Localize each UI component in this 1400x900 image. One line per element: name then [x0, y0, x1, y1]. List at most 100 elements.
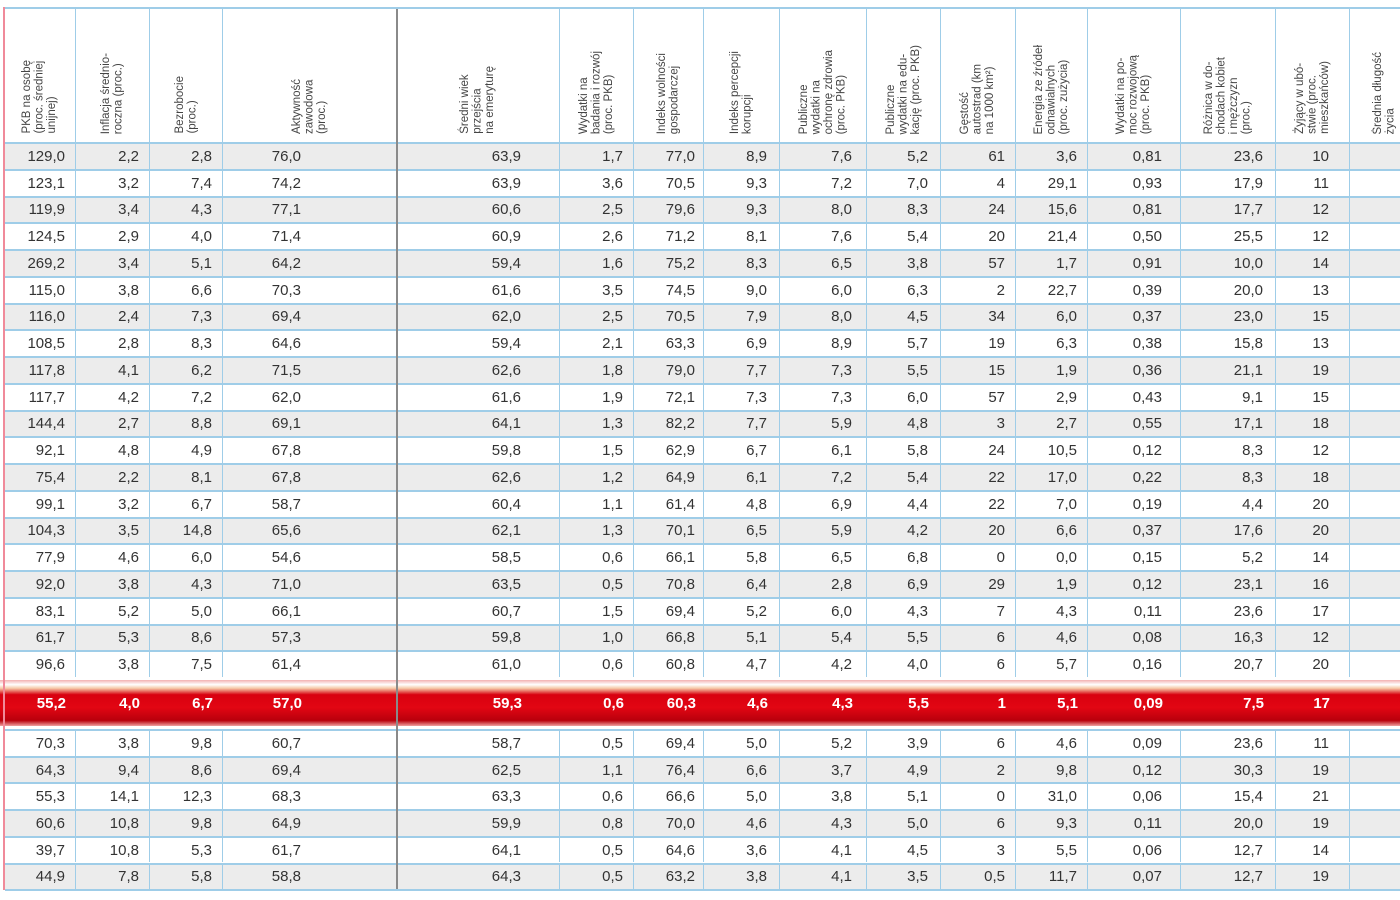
cell-economic-freedom: 70,0	[634, 811, 704, 836]
cell-labour-activity: 54,6	[223, 545, 397, 570]
cell-retirement-age: 64,1	[397, 837, 560, 863]
cell-development-aid: 0,81	[1088, 197, 1181, 223]
cell-motorway-density: 4	[941, 170, 1016, 196]
cell-corruption-index: 3,8	[704, 864, 780, 890]
cell-economic-freedom: 70,8	[634, 572, 704, 597]
cell-development-aid: 0,12	[1088, 757, 1181, 783]
header-label: Wydatki na po- moc rozwojową (proc. PKB)	[1115, 54, 1153, 134]
cell-poverty: 18	[1276, 411, 1350, 437]
cell-labour-activity: 71,4	[223, 224, 397, 249]
cell-motorway-density: 3	[941, 411, 1016, 437]
cell-retirement-age: 61,6	[397, 384, 560, 410]
cell-economic-freedom: 75,2	[634, 251, 704, 276]
cell-unemployment: 5,0	[150, 598, 223, 624]
cell-life-expectancy: 8	[1350, 144, 1400, 169]
cell-inflation: 10,8	[76, 837, 150, 863]
cell-education-spending: 5,5	[867, 358, 941, 383]
cell-motorway-density: 0,5	[941, 864, 1016, 890]
cell-development-aid: 0,19	[1088, 491, 1181, 517]
cell-unemployment: 6,7	[150, 491, 223, 517]
cell-retirement-age: 64,3	[397, 864, 560, 890]
cell-labour-activity: 67,8	[223, 438, 397, 463]
cell-economic-freedom: 69,4	[634, 598, 704, 624]
table-row: 64,3 9,4 8,6 69,4 62,5 1,1 76,4 6,6 3,7 4,9 2 9,8 0,…	[5, 755, 1400, 783]
cell-corruption-index: 7,9	[704, 304, 780, 330]
header-motorway-density: Gęstość autostrad (km na 1000 km²)	[941, 9, 1016, 142]
cell-life-expectancy: 7	[1350, 784, 1400, 809]
cell-gdp-per-capita: 61,7	[5, 625, 76, 651]
cell-life-expectancy: 7	[1350, 758, 1400, 783]
cell-education-spending: 4,2	[867, 518, 941, 544]
cell-education-spending: 6,3	[867, 277, 941, 303]
cell-life-expectancy: 7	[1350, 599, 1400, 624]
cell-life-expectancy: 8	[1350, 305, 1400, 330]
cell-life-expectancy: 8	[1350, 492, 1400, 517]
cell-poverty: 17	[1313, 694, 1330, 712]
cell-gender-pay-gap: 20,0	[1181, 277, 1276, 303]
header-gdp-per-capita: PKB na osobę (proc. średniej unijnej)	[5, 9, 76, 142]
cell-education-spending: 5,5	[908, 694, 929, 712]
cell-retirement-age: 59,4	[397, 331, 560, 356]
cell-education-spending: 5,7	[867, 331, 941, 356]
cell-rd-spending: 1,2	[560, 465, 634, 490]
cell-rd-spending: 2,5	[560, 197, 634, 223]
cell-poverty: 18	[1276, 465, 1350, 490]
cell-inflation: 3,8	[76, 277, 150, 303]
cell-economic-freedom: 61,4	[634, 491, 704, 517]
cell-gdp-per-capita: 39,7	[5, 837, 76, 863]
cell-renewable-energy: 29,1	[1016, 170, 1088, 196]
header-label: Publiczne wydatki na ochronę zdrowia (pr…	[798, 49, 848, 134]
cell-unemployment: 8,6	[150, 625, 223, 651]
cell-health-spending: 7,6	[780, 144, 867, 169]
cell-labour-activity: 66,1	[223, 598, 397, 624]
cell-inflation: 5,3	[76, 625, 150, 651]
cell-development-aid: 0,50	[1088, 224, 1181, 249]
cell-development-aid: 0,12	[1088, 572, 1181, 597]
cell-poverty: 12	[1276, 224, 1350, 249]
cell-inflation: 9,4	[76, 757, 150, 783]
header-label: Średnia długość życia	[1372, 51, 1397, 134]
cell-poverty: 12	[1276, 197, 1350, 223]
cell-gender-pay-gap: 9,1	[1181, 384, 1276, 410]
cell-rd-spending: 0,6	[603, 694, 624, 712]
highlighted-row: 55,2 4,0 6,7 57,0 59,3 0,6 60,3 4,6 4,3 5,5 1 5,1 0,…	[0, 680, 1400, 726]
cell-health-spending: 3,7	[780, 757, 867, 783]
cell-gdp-per-capita: 124,5	[5, 224, 76, 249]
cell-rd-spending: 3,6	[560, 170, 634, 196]
header-label: Bezrobocie (proc.)	[173, 76, 199, 134]
cell-corruption-index: 6,6	[704, 757, 780, 783]
cell-gender-pay-gap: 21,1	[1181, 358, 1276, 383]
cell-unemployment: 4,3	[150, 572, 223, 597]
cell-retirement-age: 61,0	[397, 652, 560, 677]
cell-renewable-energy: 31,0	[1016, 784, 1088, 810]
cell-life-expectancy: 8	[1350, 171, 1400, 196]
cell-gender-pay-gap: 17,7	[1181, 197, 1276, 223]
cell-health-spending: 5,4	[780, 625, 867, 651]
cell-gdp-per-capita: 144,4	[5, 411, 76, 437]
cell-poverty: 15	[1276, 304, 1350, 330]
table-left-border	[3, 7, 5, 890]
table-row: 61,7 5,3 8,6 57,3 59,8 1,0 66,8 5,1 5,4 5,5 6 4,6 0,…	[5, 623, 1400, 651]
table-row: 83,1 5,2 5,0 66,1 60,7 1,5 69,4 5,2 6,0 4,3 7 4,3 0,…	[5, 596, 1400, 624]
cell-inflation: 3,8	[76, 652, 150, 677]
cell-gdp-per-capita: 55,2	[36, 694, 66, 712]
cell-development-aid: 0,06	[1088, 837, 1181, 863]
header-renewable-energy: Energia ze źródeł odnawialnych (proc. zu…	[1016, 9, 1088, 142]
cell-economic-freedom: 72,1	[634, 384, 704, 410]
cell-gdp-per-capita: 99,1	[5, 491, 76, 517]
cell-development-aid: 0,37	[1088, 304, 1181, 330]
header-label: Indeks percepcji korupcji	[729, 50, 754, 134]
cell-corruption-index: 5,8	[704, 545, 780, 570]
cell-education-spending: 8,3	[867, 197, 941, 223]
header-rd-spending: Wydatki na badania i rozwój (proc. PKB)	[560, 9, 634, 142]
cell-corruption-index: 4,8	[704, 491, 780, 517]
cell-retirement-age: 62,6	[397, 465, 560, 490]
cell-life-expectancy: 7	[1350, 865, 1400, 890]
table-row: 39,7 10,8 5,3 61,7 64,1 0,5 64,6 3,6 4,1 4,5 3 5,5 0…	[5, 835, 1400, 863]
cell-life-expectancy: 8	[1350, 652, 1400, 677]
cell-labour-activity: 76,0	[223, 144, 397, 169]
cell-renewable-energy: 4,6	[1016, 625, 1088, 651]
cell-renewable-energy: 2,7	[1016, 411, 1088, 437]
cell-rd-spending: 0,6	[560, 545, 634, 570]
cell-corruption-index: 7,3	[704, 384, 780, 410]
